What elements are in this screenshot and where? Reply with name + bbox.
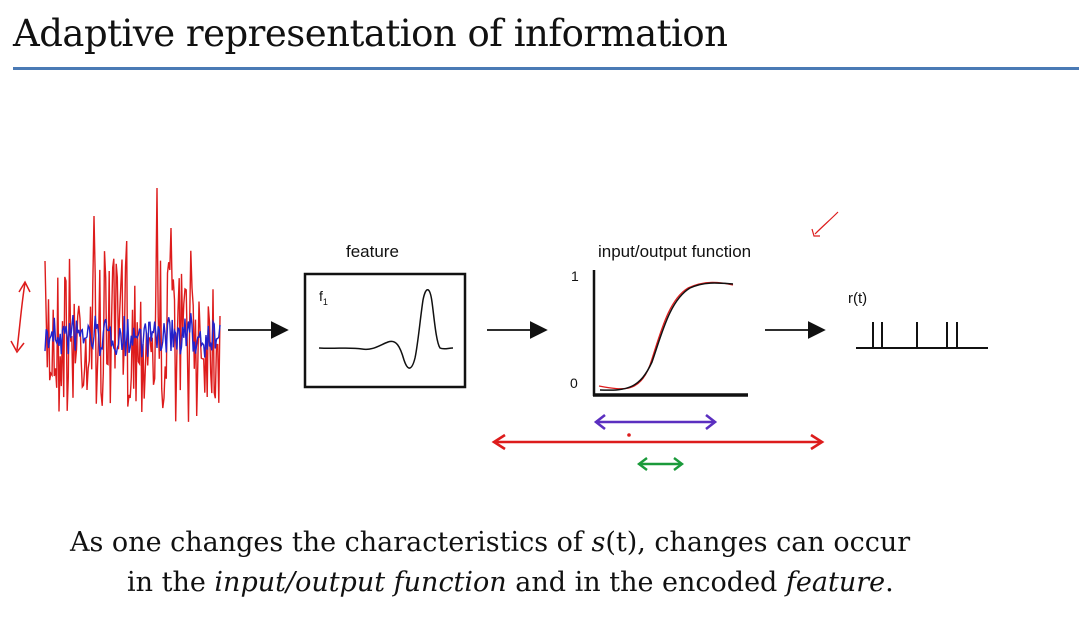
caption-feature-term: feature (785, 567, 886, 598)
caption-text: . (885, 567, 894, 598)
variance-annotation-arrow (10, 280, 31, 354)
caption-signal-symbol: s (591, 527, 606, 558)
io-tick-bottom: 0 (570, 375, 578, 391)
feature-waveform (318, 289, 454, 369)
spike-train (856, 322, 988, 349)
red-range-arrow (491, 433, 825, 451)
feature-symbol: f1 (319, 288, 328, 307)
pen-mark (811, 211, 839, 237)
feature-box (303, 272, 467, 389)
io-axes (592, 270, 748, 397)
slide-title: Adaptive representation of information (13, 12, 728, 55)
title-divider (13, 67, 1079, 70)
slide-caption: As one changes the characteristics of s(… (70, 523, 1030, 603)
feature-label: feature (346, 242, 399, 261)
green-range-arrow (637, 457, 684, 471)
pen-dot (627, 433, 631, 437)
output-label: r(t) (848, 290, 867, 307)
io-function-label: input/output function (598, 242, 751, 261)
io-sigmoid-black (599, 282, 734, 391)
stimulus-signal (44, 187, 221, 422)
caption-text: and in the encoded (506, 567, 786, 598)
io-tick-top: 1 (571, 268, 579, 284)
caption-io-term: input/output function (214, 567, 507, 598)
high-variance-trace (44, 187, 221, 422)
io-sigmoid-red (598, 281, 734, 390)
caption-text: As one changes the characteristics of (70, 527, 592, 558)
caption-text: (t), changes can occur (605, 527, 911, 558)
caption-text: in the (127, 567, 215, 598)
low-variance-trace (44, 313, 221, 358)
purple-range-arrow (593, 413, 718, 431)
